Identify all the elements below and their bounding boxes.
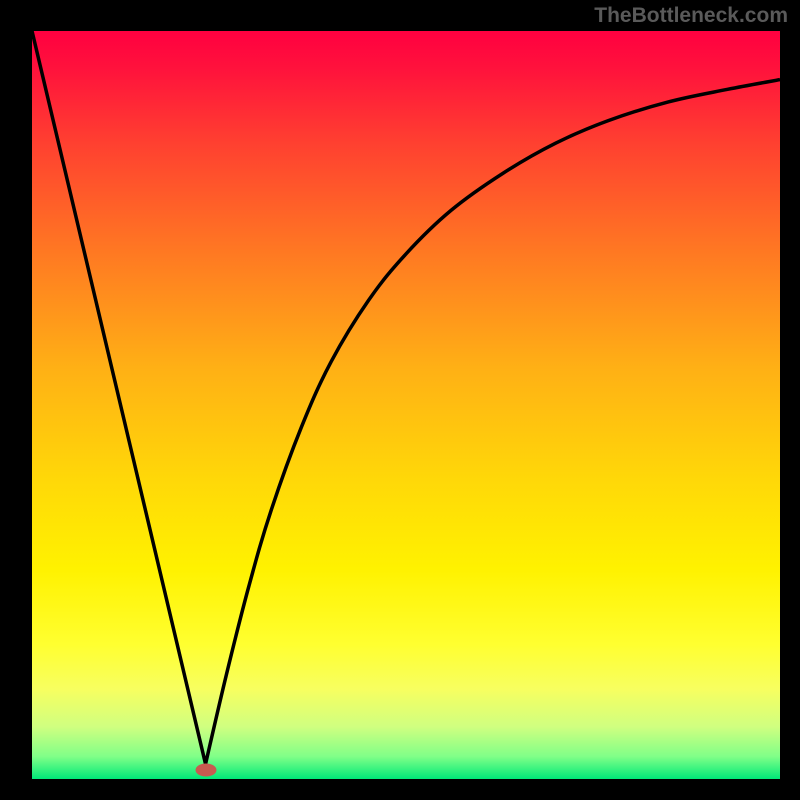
curve-layer: [32, 31, 780, 779]
attribution-text: TheBottleneck.com: [594, 4, 788, 28]
minimum-marker: [195, 764, 216, 777]
curve-right-branch: [206, 80, 780, 764]
chart-frame: TheBottleneck.com: [0, 0, 800, 800]
plot-area: [32, 31, 780, 779]
curve-left-branch: [32, 31, 206, 764]
